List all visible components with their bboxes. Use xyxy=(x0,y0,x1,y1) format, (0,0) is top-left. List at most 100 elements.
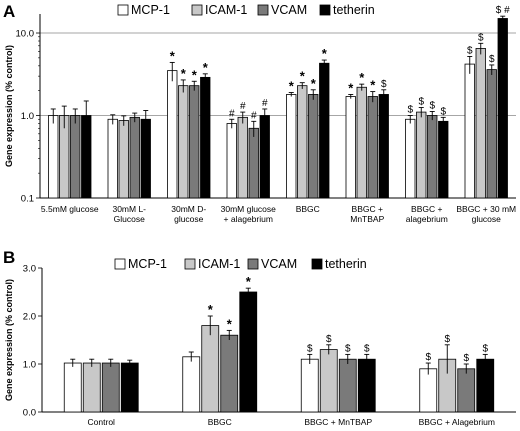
x-tick-label-line: BBGC + MnTBAP xyxy=(304,417,372,427)
x-tick-label-line: BBGC + xyxy=(411,204,442,214)
data-annotation: # xyxy=(262,98,268,109)
x-tick-label: 30mM D-glucose xyxy=(171,204,206,224)
data-annotation: $ xyxy=(364,343,370,354)
bar xyxy=(220,334,239,413)
data-annotation: * xyxy=(181,66,187,81)
bar xyxy=(308,94,319,199)
x-tick-label-line: + alagebrium xyxy=(224,214,273,224)
y-axis-label: Gene expression (% control) xyxy=(4,45,14,167)
bar xyxy=(140,118,151,199)
bar xyxy=(338,358,357,413)
legend-label: ICAM-1 xyxy=(198,257,240,271)
bar xyxy=(167,70,178,199)
data-annotation: * xyxy=(170,48,176,63)
data-annotation: * xyxy=(289,79,295,94)
data-annotation: $ xyxy=(482,343,488,354)
legend-swatch xyxy=(114,258,126,270)
bar xyxy=(226,123,237,199)
data-annotation: $ xyxy=(307,343,313,354)
data-annotation: $ xyxy=(381,79,387,90)
bar xyxy=(475,48,486,199)
data-annotation: * xyxy=(300,69,306,84)
x-tick-label: 5.5mM glucose xyxy=(41,204,99,214)
data-annotation: * xyxy=(246,274,252,289)
data-annotation: $ xyxy=(489,54,495,65)
y-tick-label: 0.1 xyxy=(21,194,34,205)
x-tick-label-line: BBGC + Alagebrium xyxy=(419,417,495,427)
bar xyxy=(118,120,129,199)
data-annotation: $ xyxy=(345,343,351,354)
bar xyxy=(248,127,259,199)
bar xyxy=(70,115,81,199)
bar xyxy=(378,94,389,199)
x-tick-label-line: BBGC xyxy=(208,417,232,427)
bar xyxy=(201,325,220,413)
legend-label: MCP-1 xyxy=(128,257,167,271)
x-tick-label: BBGC + MnTBAP xyxy=(350,204,384,224)
data-annotation: $ xyxy=(326,334,332,345)
legend-label: MCP-1 xyxy=(131,3,170,17)
x-tick-label-line: Glucose xyxy=(114,214,145,224)
data-annotation: * xyxy=(227,316,233,331)
bar xyxy=(129,116,140,199)
bar xyxy=(419,368,438,413)
data-annotation: * xyxy=(192,67,198,82)
bar xyxy=(319,62,330,199)
data-annotation: $ # xyxy=(496,5,510,16)
bar xyxy=(63,362,82,413)
data-annotation: $ xyxy=(478,32,484,43)
legend-swatch xyxy=(247,258,259,270)
legend-swatch xyxy=(191,4,203,16)
legend-label: VCAM xyxy=(271,3,307,17)
x-tick-label-line: 30mM D- xyxy=(171,204,206,214)
x-tick-label-line: Control xyxy=(88,417,116,427)
legend-swatch xyxy=(257,4,269,16)
data-annotation: * xyxy=(322,46,328,61)
data-annotation: * xyxy=(203,60,209,75)
data-annotation: $ xyxy=(467,45,473,56)
bar xyxy=(107,118,118,199)
x-tick-label-line: BBGC + 30 mM xyxy=(456,204,516,214)
bar xyxy=(239,291,258,413)
panel-letter: B xyxy=(3,248,15,267)
y-tick-label: 0.0 xyxy=(23,408,36,419)
x-tick-label: BBGC + 30 mM glucose xyxy=(456,204,516,224)
y-tick-label: 1.0 xyxy=(23,360,36,371)
bar xyxy=(476,358,495,413)
data-annotation: * xyxy=(348,80,354,95)
bar xyxy=(182,356,201,413)
data-annotation: $ xyxy=(425,352,431,363)
x-tick-label: Control xyxy=(88,417,116,427)
panel-letter: A xyxy=(3,2,15,21)
y-axis-label: Gene expression (% control) xyxy=(4,279,14,401)
data-annotation: $ xyxy=(444,334,450,345)
legend-swatch xyxy=(184,258,196,270)
bar xyxy=(345,96,356,199)
legend-swatch xyxy=(319,4,331,16)
data-annotation: $ xyxy=(407,105,413,116)
data-annotation: # xyxy=(240,101,246,112)
x-tick-label-line: alagebrium xyxy=(406,214,448,224)
y-tick-label: 1.0 xyxy=(21,111,34,122)
x-tick-label-line: BBGC xyxy=(296,204,320,214)
legend-swatch xyxy=(117,4,129,16)
data-annotation: $ xyxy=(463,353,469,364)
data-annotation: $ xyxy=(418,97,424,108)
bar xyxy=(438,120,449,199)
bar xyxy=(457,368,476,413)
data-annotation: $ xyxy=(440,106,446,117)
bar xyxy=(356,86,367,199)
bar xyxy=(178,85,189,199)
y-tick-label: 3.0 xyxy=(23,264,36,275)
bar xyxy=(464,63,475,199)
legend-swatch xyxy=(311,258,323,270)
bar xyxy=(297,85,308,199)
data-annotation: # xyxy=(229,108,235,119)
data-annotation: * xyxy=(208,302,214,317)
bar xyxy=(427,115,438,199)
legend-label: tetherin xyxy=(325,257,367,271)
x-tick-label: BBGC xyxy=(208,417,232,427)
y-tick-label: 2.0 xyxy=(23,312,36,323)
bar xyxy=(367,96,378,199)
